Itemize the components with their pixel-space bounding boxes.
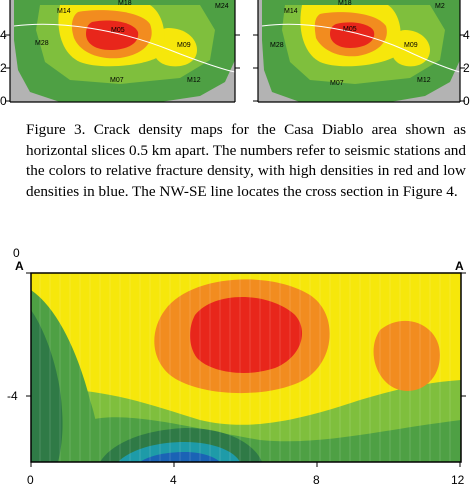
left-map-plot [5, 0, 240, 103]
station-label: M09 [404, 42, 418, 49]
x-tick-8: 8 [313, 473, 320, 487]
y-tick-2: 2 [463, 61, 470, 75]
y-tick-2: 2 [0, 61, 7, 75]
station-label: M24 [215, 3, 229, 10]
station-label: M07 [330, 80, 344, 87]
station-label: M14 [284, 8, 298, 15]
station-label: M12 [417, 77, 431, 84]
station-label: M07 [110, 77, 124, 84]
section-start-label: A [15, 259, 24, 273]
y-tick-0: 0 [463, 94, 470, 108]
station-label: M05 [111, 27, 125, 34]
y-tick-0: 0 [13, 246, 20, 260]
station-label: M28 [270, 42, 284, 49]
station-label: M14 [57, 8, 71, 15]
y-tick-0: 0 [0, 94, 7, 108]
station-label: M12 [187, 77, 201, 84]
x-tick-12: 12 [451, 473, 465, 487]
station-label: M05 [343, 26, 357, 33]
y-tick-4: 4 [0, 28, 7, 42]
left-map-panel: 4 2 0 M14 M18 M05 M28 M09 M07 M12 M24 [0, 0, 240, 112]
station-label: M18 [338, 0, 352, 7]
right-map-panel: 4 2 0 M14 M18 M05 M28 M09 M07 M12 M2 [240, 0, 474, 112]
x-tick-4: 4 [170, 473, 177, 487]
figure-3-caption: Figure 3. Crack density maps for the Cas… [26, 121, 466, 200]
cross-section-plot [26, 272, 466, 467]
y-tick-4: 4 [463, 28, 470, 42]
station-label: M18 [118, 0, 132, 7]
x-tick-0: 0 [27, 473, 34, 487]
station-label: M09 [177, 42, 191, 49]
section-end-label: A [455, 259, 464, 273]
station-label: M2 [435, 3, 445, 10]
station-label: M28 [35, 40, 49, 47]
y-tick-minus-4: -4 [7, 389, 18, 403]
right-map-plot [253, 0, 465, 103]
